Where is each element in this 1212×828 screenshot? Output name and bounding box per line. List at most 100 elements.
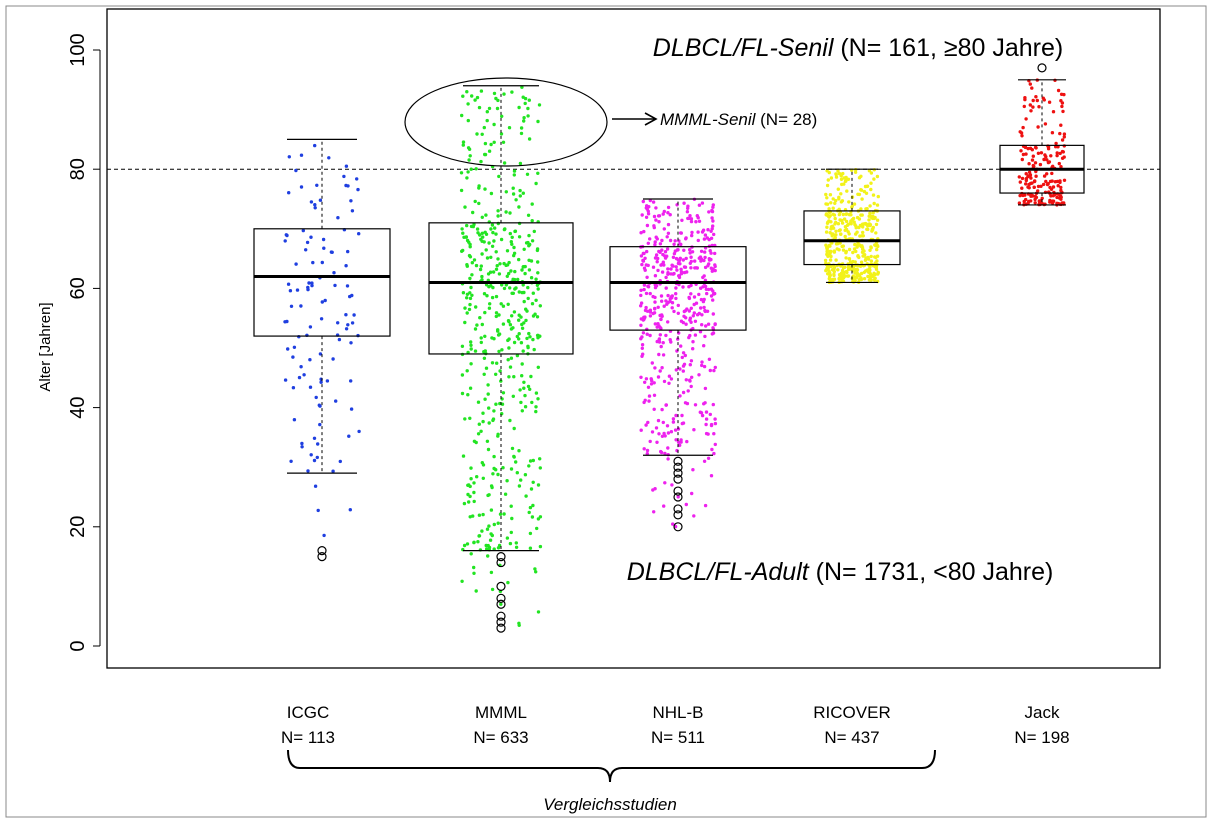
data-point-mmml <box>465 296 469 300</box>
data-point-mmml <box>510 446 515 451</box>
data-point-ricover <box>872 216 876 221</box>
data-point-nhl-b <box>676 495 680 499</box>
data-point-nhl-b <box>694 301 699 305</box>
data-point-icgc <box>347 434 351 438</box>
data-point-jack <box>1018 180 1022 184</box>
data-point-nhl-b <box>706 264 710 268</box>
data-point-jack <box>1031 154 1036 158</box>
data-point-nhl-b <box>710 447 714 452</box>
data-point-jack <box>1049 187 1054 191</box>
data-point-ricover <box>862 249 866 253</box>
category-label-ricover: RICOVER <box>813 703 890 722</box>
data-point-icgc <box>318 422 322 427</box>
data-point-icgc <box>325 379 330 383</box>
data-point-mmml <box>474 263 479 268</box>
data-point-ricover <box>844 219 849 224</box>
data-point-icgc <box>316 508 320 513</box>
data-point-nhl-b <box>644 423 648 427</box>
data-point-nhl-b <box>646 209 650 213</box>
data-point-nhl-b <box>645 448 650 453</box>
data-point-mmml <box>460 344 465 348</box>
data-point-jack <box>1044 179 1048 184</box>
data-point-mmml <box>538 544 543 549</box>
data-point-nhl-b <box>689 306 693 310</box>
data-point-jack <box>1036 184 1041 189</box>
data-point-icgc <box>315 183 319 187</box>
data-point-jack <box>1055 153 1059 158</box>
data-point-mmml <box>470 94 474 98</box>
data-point-mmml <box>479 159 483 164</box>
data-point-nhl-b <box>662 379 667 384</box>
data-point-nhl-b <box>642 283 647 287</box>
data-point-icgc <box>305 240 310 245</box>
data-point-mmml <box>512 375 516 379</box>
data-point-mmml <box>459 171 464 175</box>
data-point-mmml <box>481 512 485 517</box>
data-point-mmml <box>494 372 498 376</box>
data-point-mmml <box>519 400 523 405</box>
data-point-jack <box>1059 165 1063 169</box>
data-point-ricover <box>857 176 862 180</box>
data-point-jack <box>1060 138 1065 142</box>
data-point-mmml <box>518 194 522 198</box>
mmml-senil-rest: (N= 28) <box>755 110 817 129</box>
data-point-nhl-b <box>653 300 657 304</box>
data-point-nhl-b <box>671 420 676 424</box>
data-point-icgc <box>322 246 326 250</box>
data-point-ricover <box>850 260 854 265</box>
data-point-mmml <box>505 479 509 483</box>
data-point-icgc <box>348 508 352 512</box>
data-point-mmml <box>490 361 495 365</box>
data-point-mmml <box>534 277 538 281</box>
data-point-mmml <box>536 271 540 275</box>
data-point-nhl-b <box>662 431 666 436</box>
data-point-mmml <box>499 132 504 136</box>
data-point-mmml <box>527 244 531 248</box>
data-point-mmml <box>461 94 465 98</box>
data-point-mmml <box>477 105 482 110</box>
data-point-mmml <box>511 394 515 398</box>
data-point-nhl-b <box>713 268 717 273</box>
data-point-nhl-b <box>639 323 643 327</box>
data-point-mmml <box>494 402 498 406</box>
data-point-jack <box>1024 152 1028 156</box>
data-point-icgc <box>310 283 314 288</box>
data-point-mmml <box>489 142 493 147</box>
data-point-ricover <box>867 218 871 222</box>
outlier-nhl-b <box>673 486 683 496</box>
data-point-nhl-b <box>676 248 680 252</box>
data-point-jack <box>1060 149 1065 154</box>
data-point-jack <box>1030 148 1035 152</box>
data-point-nhl-b <box>701 275 705 280</box>
data-point-jack <box>1056 184 1060 188</box>
data-point-mmml <box>512 173 516 177</box>
data-point-nhl-b <box>642 251 646 256</box>
adult-rest: (N= 1731, <80 Jahre) <box>809 558 1054 586</box>
data-point-mmml <box>512 251 517 255</box>
data-point-mmml <box>527 510 531 515</box>
data-point-mmml <box>520 290 524 295</box>
data-point-icgc <box>322 533 326 538</box>
y-axis: 0 20 40 60 80 100 <box>67 33 101 652</box>
data-point-nhl-b <box>660 262 664 267</box>
data-point-ricover <box>874 231 878 235</box>
data-point-nhl-b <box>639 428 643 432</box>
data-point-nhl-b <box>711 326 715 330</box>
data-point-jack <box>1059 123 1063 127</box>
data-point-mmml <box>494 232 498 236</box>
data-point-icgc <box>283 239 287 243</box>
category-label-mmml: MMML <box>475 703 527 722</box>
data-point-ricover <box>876 244 880 249</box>
data-point-jack <box>1055 151 1059 155</box>
data-point-ricover <box>829 225 834 229</box>
data-point-jack <box>1023 182 1028 186</box>
data-point-ricover <box>833 233 837 237</box>
data-point-ricover <box>839 192 843 196</box>
data-point-ricover <box>840 221 845 225</box>
data-point-mmml <box>468 255 473 259</box>
data-point-nhl-b <box>668 213 672 217</box>
data-point-nhl-b <box>653 322 657 326</box>
data-point-mmml <box>490 223 495 227</box>
data-point-ricover <box>843 225 848 229</box>
data-point-nhl-b <box>656 418 661 423</box>
